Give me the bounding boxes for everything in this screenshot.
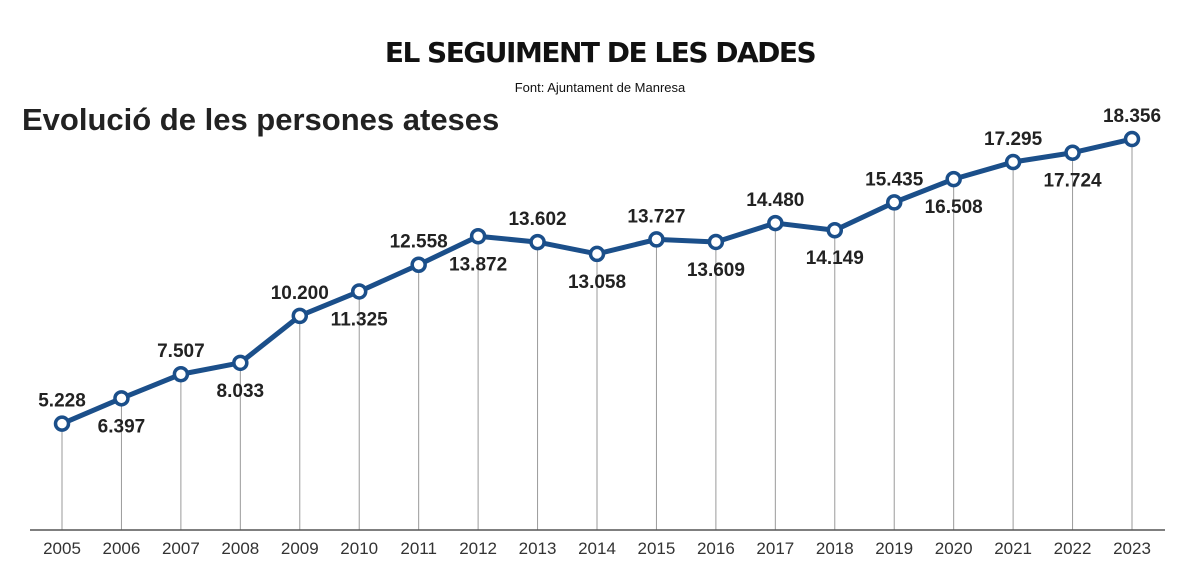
data-point-2009 (291, 307, 309, 325)
x-tick-2010: 2010 (340, 539, 378, 558)
data-label-2015: 13.727 (627, 206, 685, 227)
x-tick-2019: 2019 (875, 539, 913, 558)
x-tick-2008: 2008 (221, 539, 259, 558)
x-tick-2021: 2021 (994, 539, 1032, 558)
data-point-2010 (350, 283, 368, 300)
data-point-2017 (767, 214, 784, 232)
data-label-2013: 13.602 (508, 209, 566, 230)
source-note: Font: Ajuntament de Manresa (514, 80, 686, 95)
data-point-2020 (945, 170, 962, 188)
data-point-2018 (826, 221, 844, 239)
data-label-2005: 5.228 (38, 391, 86, 412)
data-point-2005 (53, 415, 71, 432)
x-tick-2009: 2009 (281, 539, 319, 558)
x-tick-2015: 2015 (638, 539, 676, 558)
data-points (53, 130, 1141, 432)
data-labels: 5.2286.3977.5078.03310.20011.32512.55813… (38, 106, 1161, 437)
x-tick-2020: 2020 (935, 539, 973, 558)
data-label-2009: 10.200 (271, 283, 329, 304)
data-point-2022 (1064, 144, 1081, 161)
x-tick-2014: 2014 (578, 539, 616, 558)
data-point-2021 (1004, 153, 1022, 171)
chart-title: Evolució de les persones ateses (22, 102, 500, 137)
x-tick-2013: 2013 (519, 539, 557, 558)
x-axis-ticks: 2005 2006 2007 2008 2009 2010 2011 2012 2013 2014… (43, 539, 1151, 558)
data-label-2011: 12.558 (390, 232, 448, 253)
data-label-2008: 8.033 (217, 381, 265, 402)
data-label-2023: 18.356 (1103, 106, 1161, 127)
data-label-2012: 13.872 (449, 254, 507, 275)
data-label-2018: 14.149 (806, 248, 864, 269)
data-point-2014 (588, 245, 606, 263)
data-label-2017: 14.480 (746, 190, 804, 211)
data-label-2019: 15.435 (865, 169, 924, 190)
data-label-2021: 17.295 (984, 129, 1043, 150)
data-label-2016: 13.609 (687, 260, 745, 281)
x-tick-2006: 2006 (103, 539, 141, 558)
data-point-2023 (1123, 130, 1141, 148)
x-tick-2017: 2017 (756, 539, 794, 558)
x-tick-2007: 2007 (162, 539, 200, 558)
data-label-2014: 13.058 (568, 272, 626, 293)
data-label-2020: 16.508 (925, 197, 983, 218)
data-point-2013 (529, 233, 546, 251)
data-point-2019 (885, 194, 903, 211)
data-point-2015 (648, 231, 665, 248)
data-point-2016 (707, 233, 725, 251)
data-point-2006 (113, 390, 130, 407)
data-label-2006: 6.397 (98, 416, 146, 437)
x-tick-2005: 2005 (43, 539, 81, 558)
x-tick-2018: 2018 (816, 539, 854, 558)
data-label-2010: 11.325 (331, 309, 388, 330)
data-point-2011 (410, 256, 427, 273)
x-tick-2023: 2023 (1113, 539, 1151, 558)
x-tick-2012: 2012 (459, 539, 497, 558)
data-point-2012 (469, 228, 487, 245)
data-point-2008 (232, 354, 249, 372)
guide-lines (61, 139, 1133, 530)
header-title: EL SEGUIMENT DE LES DADES (384, 36, 817, 69)
x-tick-2011: 2011 (400, 539, 437, 558)
x-tick-2022: 2022 (1054, 539, 1092, 558)
data-point-2007 (172, 365, 190, 383)
data-label-2007: 7.507 (157, 341, 205, 362)
data-label-2022: 17.724 (1043, 171, 1102, 192)
x-tick-2016: 2016 (697, 539, 735, 558)
